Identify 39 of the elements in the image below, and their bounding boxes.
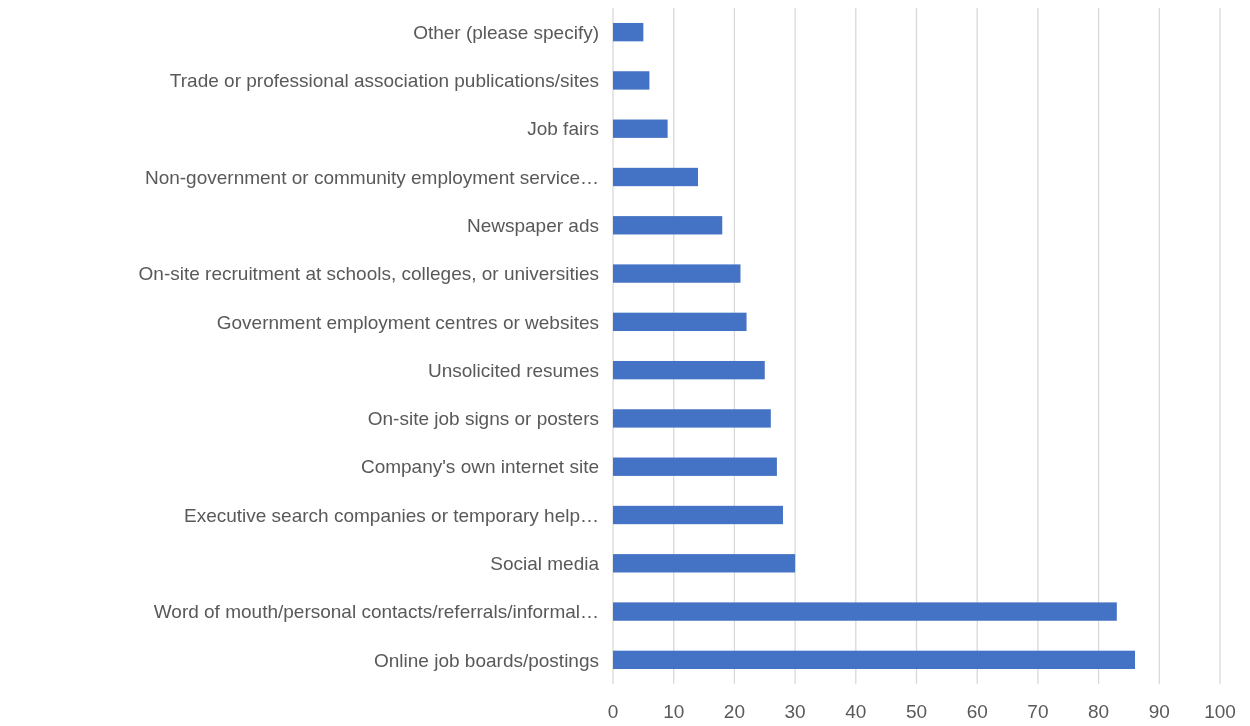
x-tick-label: 0 [607,701,619,722]
y-tick-label: Online job boards/postings [374,649,599,671]
y-tick-label: Word of mouth/personal contacts/referrals/informal… [153,601,599,623]
y-tick-label: On-site recruitment at schools, colleges, or universities [138,263,599,285]
y-tick-label: Newspaper ads [466,214,599,236]
x-tick-label: 20 [723,701,745,722]
bar [613,505,783,525]
bar [613,602,1117,621]
x-tick-label: 70 [1027,701,1049,722]
y-tick-label: Executive search companies or temporary help… [183,504,599,526]
bar [613,264,741,283]
bar [613,119,668,138]
y-tick-label: Company's own internet site [360,456,599,478]
x-tick-label: 40 [845,701,867,722]
bar [613,409,771,428]
y-tick-label: Government employment centres or websites [216,311,599,333]
bar [613,457,777,476]
bar [613,312,747,332]
x-tick-label: 80 [1088,701,1110,722]
y-tick-label: Social media [490,552,600,574]
y-tick-label: Unsolicited resumes [427,359,599,381]
bar [613,554,796,573]
bar [613,650,1136,670]
x-tick-label: 60 [966,701,988,722]
bar [613,71,650,90]
bar [613,360,765,380]
x-tick-label: 100 [1204,701,1236,722]
bar [613,167,698,187]
y-tick-label: Trade or professional association publications/sites [169,70,599,92]
y-tick-label: On-site job signs or posters [367,408,599,430]
y-tick-label: Other (please specify) [413,21,599,43]
x-tick-label: 50 [905,701,928,722]
x-tick-label: 30 [784,701,806,722]
bar [613,216,723,235]
x-tick-label: 10 [663,701,685,722]
y-tick-label: Job fairs [527,118,599,140]
bar [613,22,644,42]
y-tick-label: Non-government or community employment service… [144,166,599,188]
x-tick-label: 90 [1148,701,1170,722]
